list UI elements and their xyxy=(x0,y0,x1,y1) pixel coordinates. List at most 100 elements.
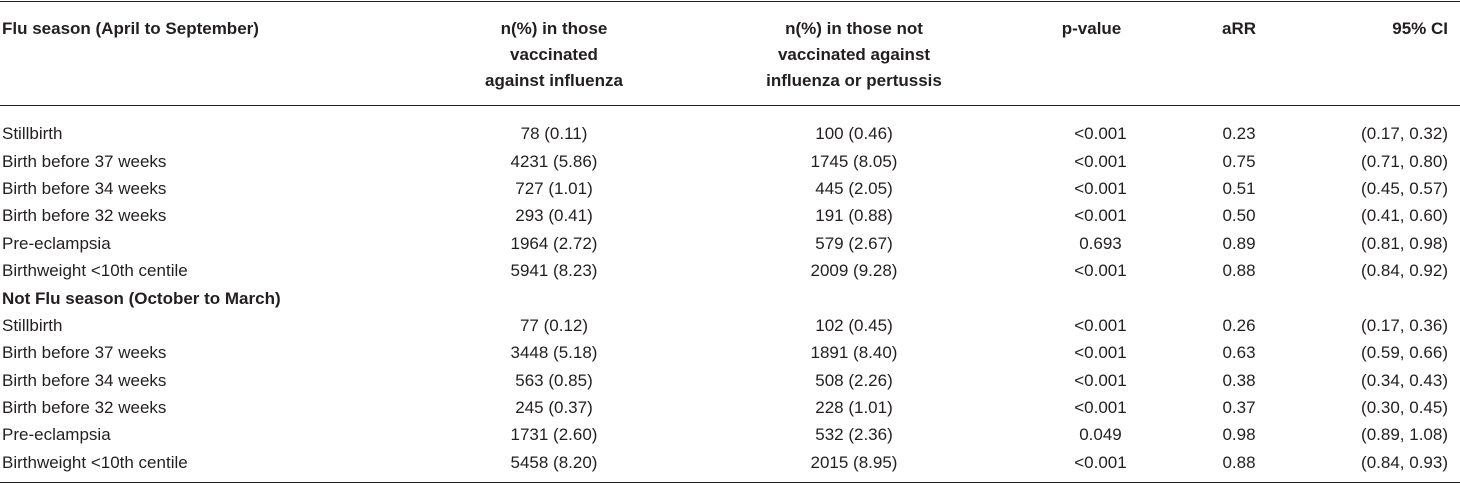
table-row: Birthweight <10th centile 5941 (8.23) 20… xyxy=(0,257,1460,284)
row-vaccinated: 1731 (2.60) xyxy=(510,425,598,445)
row-p-value: <0.001 xyxy=(1074,398,1127,418)
row-not-vaccinated: 2015 (8.95) xyxy=(810,452,898,472)
row-ci: (0.34, 0.43) xyxy=(1361,370,1448,390)
header-flu-season: Flu season (April to September) xyxy=(2,19,259,38)
row-arr: 0.26 xyxy=(1222,315,1256,335)
section-title-not-flu-season: Not Flu season (October to March) xyxy=(2,288,281,308)
row-not-vaccinated: 2009 (9.28) xyxy=(810,261,898,281)
row-not-vaccinated: 1745 (8.05) xyxy=(810,151,898,171)
row-outcome: Pre-eclampsia xyxy=(2,425,111,445)
row-ci: (0.81, 0.98) xyxy=(1361,233,1448,253)
row-arr: 0.98 xyxy=(1222,425,1256,445)
row-not-vaccinated: 228 (1.01) xyxy=(815,398,893,418)
row-p-value: <0.001 xyxy=(1074,178,1127,198)
row-ci: (0.84, 0.92) xyxy=(1361,261,1448,281)
row-not-vaccinated: 532 (2.36) xyxy=(815,425,893,445)
row-vaccinated: 77 (0.12) xyxy=(519,315,589,335)
table-row: Birth before 32 weeks 293 (0.41) 191 (0.… xyxy=(0,202,1460,229)
header-not-vaccinated: n(%) in those not vaccinated against inf… xyxy=(708,2,1000,106)
table-row: Pre-eclampsia 1731 (2.60) 532 (2.36) 0.0… xyxy=(0,421,1460,448)
row-outcome: Stillbirth xyxy=(2,124,63,144)
row-vaccinated: 293 (0.41) xyxy=(515,206,593,226)
table-row: Birth before 32 weeks 245 (0.37) 228 (1.… xyxy=(0,394,1460,421)
row-p-value: <0.001 xyxy=(1074,343,1127,363)
row-not-vaccinated: 191 (0.88) xyxy=(815,206,893,226)
row-ci: (0.17, 0.32) xyxy=(1361,124,1448,144)
row-arr: 0.50 xyxy=(1222,206,1256,226)
row-ci: (0.17, 0.36) xyxy=(1361,315,1448,335)
row-p-value: <0.001 xyxy=(1074,151,1127,171)
table-body: Stillbirth 78 (0.11) 100 (0.46) <0.001 0… xyxy=(0,106,1460,483)
row-vaccinated: 5941 (8.23) xyxy=(510,261,598,281)
row-arr: 0.88 xyxy=(1222,452,1256,472)
row-vaccinated: 245 (0.37) xyxy=(515,398,593,418)
row-not-vaccinated: 1891 (8.40) xyxy=(810,343,898,363)
header-vaccinated: n(%) in those vaccinated against influen… xyxy=(400,2,708,106)
header-arr: aRR xyxy=(1221,19,1256,38)
row-arr: 0.37 xyxy=(1222,398,1256,418)
header-not-vaccinated-line-3: influenza or pertussis xyxy=(766,71,942,90)
row-ci: (0.41, 0.60) xyxy=(1361,206,1448,226)
header-vaccinated-line-3: against influenza xyxy=(485,71,623,90)
row-p-value: 0.693 xyxy=(1079,233,1122,253)
row-outcome: Stillbirth xyxy=(2,315,63,335)
row-vaccinated: 78 (0.11) xyxy=(520,124,588,144)
row-ci: (0.30, 0.45) xyxy=(1361,398,1448,418)
row-ci: (0.84, 0.93) xyxy=(1361,452,1448,472)
header-row: Flu season (April to September) n(%) in … xyxy=(0,1,1460,106)
row-arr: 0.88 xyxy=(1222,261,1256,281)
row-outcome: Birthweight <10th centile xyxy=(2,452,188,472)
row-p-value: <0.001 xyxy=(1074,206,1127,226)
header-vaccinated-line-1: n(%) in those xyxy=(500,19,608,38)
header-ci: 95% CI xyxy=(1392,19,1448,38)
row-outcome: Pre-eclampsia xyxy=(2,233,111,253)
header-not-vaccinated-line-2: vaccinated against xyxy=(777,45,931,64)
row-p-value: <0.001 xyxy=(1074,261,1127,281)
row-arr: 0.89 xyxy=(1222,233,1256,253)
row-outcome: Birth before 37 weeks xyxy=(2,151,167,171)
row-outcome: Birth before 34 weeks xyxy=(2,370,167,390)
table-header: Flu season (April to September) n(%) in … xyxy=(0,1,1460,106)
row-p-value: <0.001 xyxy=(1074,124,1127,144)
row-outcome: Birth before 34 weeks xyxy=(2,178,167,198)
row-arr: 0.23 xyxy=(1222,124,1256,144)
table-row: Stillbirth 77 (0.12) 102 (0.45) <0.001 0… xyxy=(0,312,1460,339)
row-ci: (0.89, 1.08) xyxy=(1361,425,1448,445)
row-p-value: <0.001 xyxy=(1074,370,1127,390)
row-outcome: Birth before 37 weeks xyxy=(2,343,167,363)
row-p-value: <0.001 xyxy=(1074,452,1127,472)
row-not-vaccinated: 508 (2.26) xyxy=(815,370,893,390)
row-not-vaccinated: 579 (2.67) xyxy=(815,233,893,253)
table-row: Stillbirth 78 (0.11) 100 (0.46) <0.001 0… xyxy=(0,106,1460,148)
section-row: Not Flu season (October to March) xyxy=(0,284,1460,311)
row-not-vaccinated: 102 (0.45) xyxy=(815,315,893,335)
row-arr: 0.38 xyxy=(1222,370,1256,390)
row-vaccinated: 5458 (8.20) xyxy=(510,452,598,472)
row-p-value: <0.001 xyxy=(1074,315,1127,335)
table-row: Birth before 37 weeks 4231 (5.86) 1745 (… xyxy=(0,147,1460,174)
row-arr: 0.51 xyxy=(1222,178,1256,198)
row-outcome: Birth before 32 weeks xyxy=(2,206,167,226)
row-outcome: Birthweight <10th centile xyxy=(2,261,188,281)
row-ci: (0.59, 0.66) xyxy=(1361,343,1448,363)
table-row: Birth before 34 weeks 727 (1.01) 445 (2.… xyxy=(0,175,1460,202)
header-not-vaccinated-line-1: n(%) in those not xyxy=(785,19,923,38)
row-not-vaccinated: 100 (0.46) xyxy=(815,124,893,144)
row-vaccinated: 563 (0.85) xyxy=(515,370,593,390)
row-outcome: Birth before 32 weeks xyxy=(2,398,167,418)
row-p-value: 0.049 xyxy=(1079,425,1122,445)
row-vaccinated: 4231 (5.86) xyxy=(510,151,598,171)
table-row: Birthweight <10th centile 5458 (8.20) 20… xyxy=(0,449,1460,483)
row-arr: 0.63 xyxy=(1222,343,1256,363)
table-row: Pre-eclampsia 1964 (2.72) 579 (2.67) 0.6… xyxy=(0,230,1460,257)
table-row: Birth before 37 weeks 3448 (5.18) 1891 (… xyxy=(0,339,1460,366)
header-p-value: p-value xyxy=(1061,19,1122,38)
table-row: Birth before 34 weeks 563 (0.85) 508 (2.… xyxy=(0,367,1460,394)
header-vaccinated-line-2: vaccinated xyxy=(510,45,598,64)
row-ci: (0.45, 0.57) xyxy=(1361,178,1448,198)
row-arr: 0.75 xyxy=(1222,151,1256,171)
row-vaccinated: 727 (1.01) xyxy=(515,178,593,198)
row-ci: (0.71, 0.80) xyxy=(1361,151,1448,171)
